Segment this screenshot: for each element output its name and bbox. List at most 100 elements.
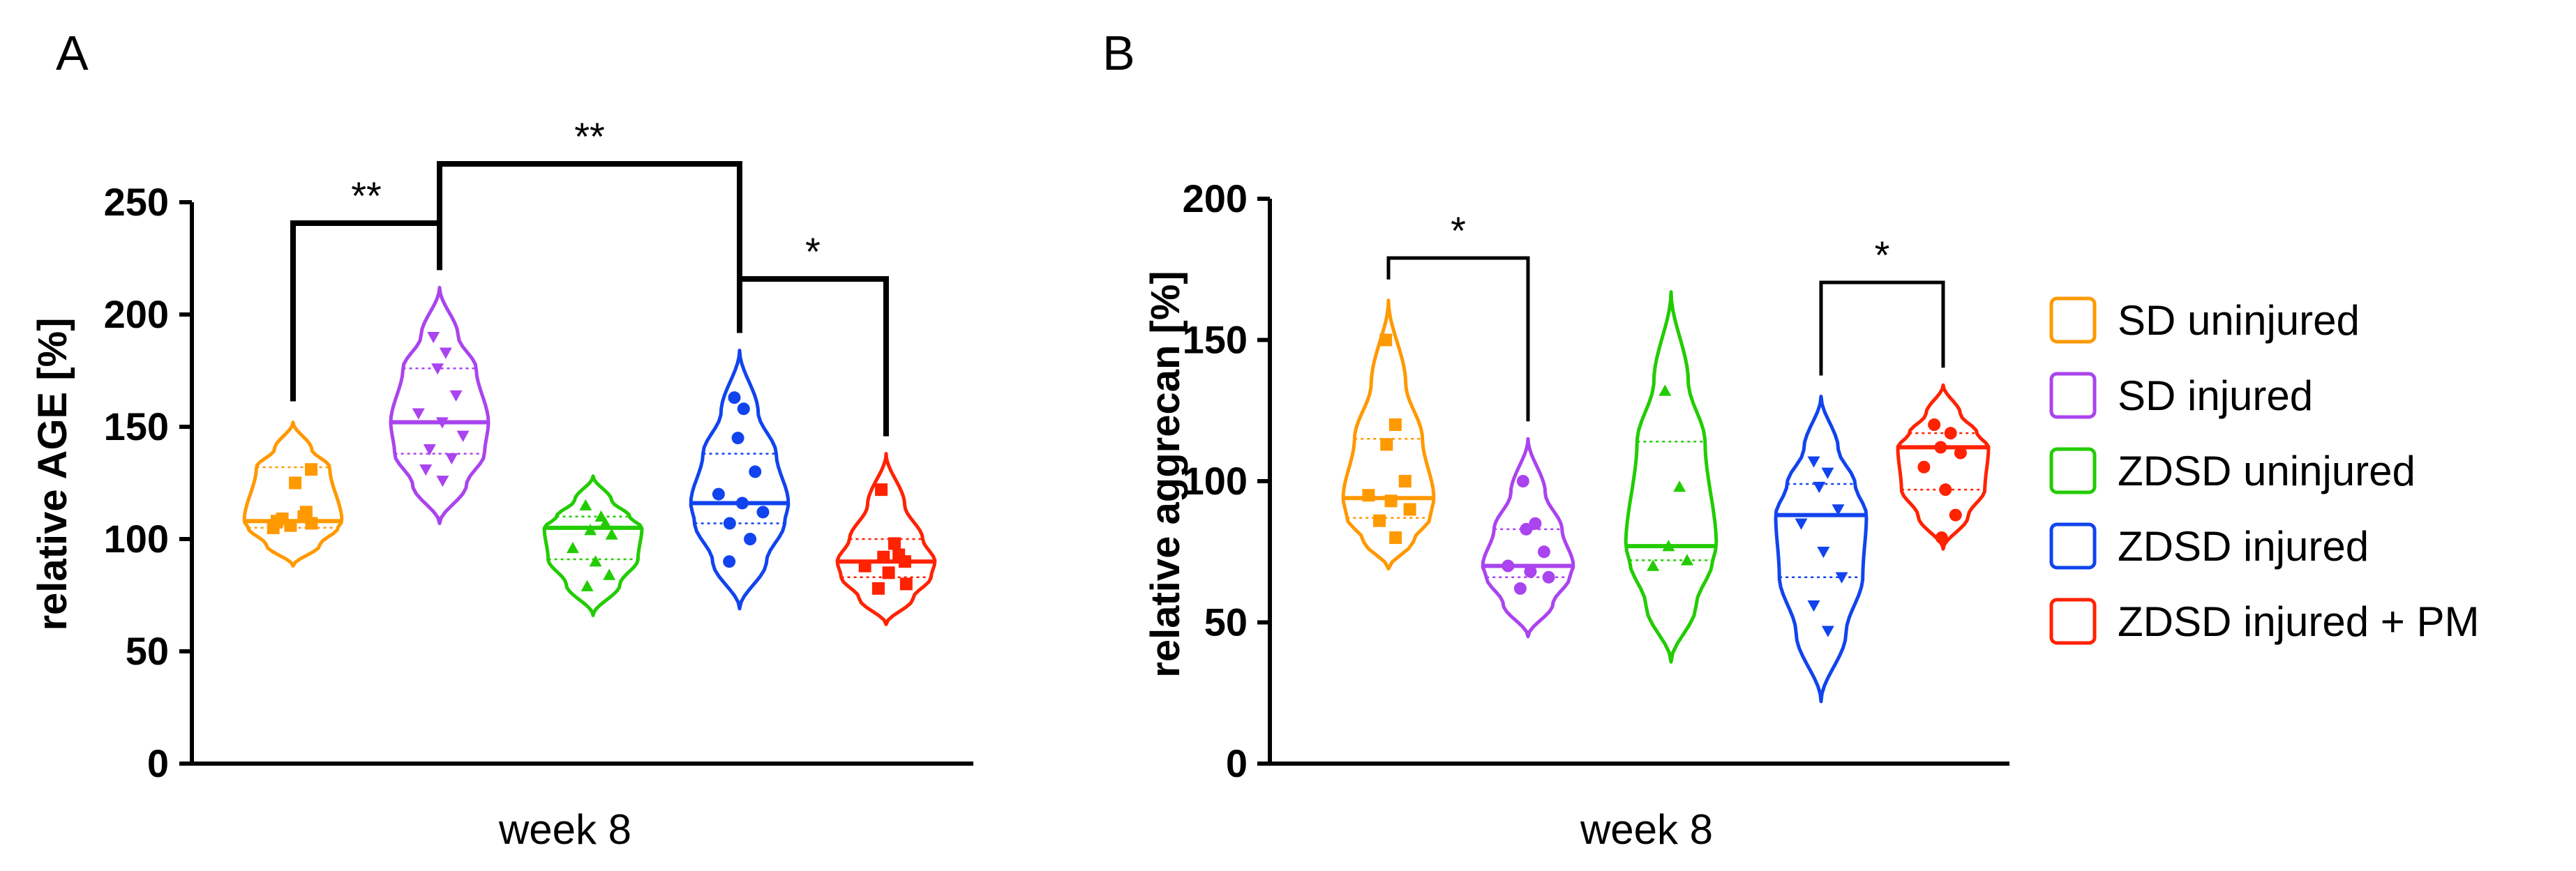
data-point bbox=[899, 577, 913, 591]
data-point bbox=[877, 550, 890, 563]
data-point bbox=[449, 390, 463, 402]
panel-b: B 0 50 100 150 200 * * relative aggrecan [%] w… bbox=[1102, 26, 2009, 853]
data-point bbox=[603, 568, 616, 580]
legend-item: ZDSD injured + PM bbox=[2049, 598, 2480, 645]
y-tick-label: 200 bbox=[104, 292, 169, 336]
data-point bbox=[589, 555, 602, 567]
data-point bbox=[892, 548, 906, 561]
data-point bbox=[1939, 483, 1952, 497]
bracket-line bbox=[290, 220, 442, 402]
data-point bbox=[875, 483, 888, 497]
data-point bbox=[858, 559, 871, 573]
panel-b-letter: B bbox=[1102, 26, 1135, 80]
panel-b-xlabel: week 8 bbox=[1580, 806, 1713, 853]
violin-outline bbox=[1341, 298, 1436, 571]
y-tick-label: 150 bbox=[104, 404, 169, 448]
violin-outline bbox=[1774, 395, 1869, 704]
panel-a-ylabel: relative AGE [%] bbox=[30, 317, 75, 630]
legend-item: SD uninjured bbox=[2049, 296, 2360, 344]
data-point bbox=[1662, 540, 1675, 552]
legend-label: SD injured bbox=[2118, 372, 2313, 419]
data-point bbox=[1516, 475, 1529, 487]
data-point bbox=[737, 402, 750, 416]
data-point bbox=[723, 555, 736, 568]
data-point bbox=[1928, 418, 1941, 431]
significance-bracket: ** bbox=[290, 174, 442, 402]
bracket-line bbox=[437, 161, 742, 333]
data-point bbox=[435, 417, 449, 429]
violin-outline bbox=[1481, 437, 1575, 639]
data-point bbox=[871, 582, 885, 595]
violin-outline bbox=[242, 421, 344, 568]
bracket-line bbox=[1819, 280, 1945, 376]
legend-label: ZDSD injured + PM bbox=[2118, 598, 2480, 645]
data-point bbox=[1821, 467, 1834, 479]
data-point bbox=[427, 332, 440, 344]
data-point bbox=[1821, 626, 1834, 637]
violin-zdsd-uninjured bbox=[1624, 290, 1718, 664]
data-point bbox=[1673, 480, 1686, 492]
data-point bbox=[445, 453, 458, 465]
significance-label: ** bbox=[574, 114, 605, 158]
legend-item: SD injured bbox=[2049, 372, 2313, 419]
data-point bbox=[1658, 384, 1672, 396]
data-point bbox=[1934, 441, 1947, 454]
data-point bbox=[431, 363, 444, 375]
data-point bbox=[1537, 545, 1550, 559]
data-point bbox=[1817, 547, 1830, 559]
data-point bbox=[579, 499, 592, 510]
significance-bracket: * bbox=[1386, 209, 1530, 422]
data-point bbox=[1949, 508, 1962, 522]
data-point bbox=[456, 430, 470, 442]
data-point bbox=[289, 476, 302, 490]
violin-zdsd-injured-pm bbox=[835, 452, 937, 626]
y-tick-label: 250 bbox=[104, 180, 169, 224]
data-point bbox=[723, 517, 736, 530]
violin-outline bbox=[542, 474, 644, 617]
violin-sd-uninjured bbox=[1341, 298, 1436, 571]
legend-item: ZDSD uninjured bbox=[2049, 447, 2416, 494]
data-point bbox=[1388, 418, 1402, 431]
data-point bbox=[566, 541, 579, 554]
data-point bbox=[1935, 531, 1948, 544]
data-point bbox=[412, 408, 425, 420]
violin-sd-injured bbox=[389, 285, 491, 525]
data-point bbox=[1795, 518, 1808, 530]
data-point bbox=[1542, 570, 1555, 584]
data-point bbox=[1379, 333, 1393, 347]
panel-b-plot-area: 0 50 100 150 200 * * bbox=[1183, 176, 2009, 785]
legend-swatch bbox=[2049, 447, 2097, 494]
violin-zdsd-injured bbox=[689, 349, 791, 611]
y-tick-label: 150 bbox=[1183, 318, 1248, 362]
violin-zdsd-injured-pm bbox=[1896, 383, 1991, 551]
panel-a-xlabel: week 8 bbox=[498, 806, 631, 853]
legend-swatch bbox=[2049, 598, 2097, 645]
data-point bbox=[728, 391, 741, 404]
data-point bbox=[749, 465, 762, 478]
significance-label: * bbox=[1875, 233, 1890, 277]
data-point bbox=[581, 580, 594, 591]
y-tick-label: 0 bbox=[1226, 741, 1248, 785]
data-point bbox=[1398, 475, 1411, 487]
data-point bbox=[1807, 456, 1820, 468]
legend-label: SD uninjured bbox=[2118, 297, 2360, 344]
data-point bbox=[1513, 582, 1527, 595]
data-point bbox=[1524, 565, 1537, 578]
violin-sd-injured bbox=[1481, 437, 1575, 639]
data-point bbox=[1917, 460, 1931, 474]
panel-b-ylabel: relative aggrecan [%] bbox=[1143, 271, 1188, 677]
significance-bracket: * bbox=[1819, 233, 1945, 376]
data-point bbox=[1832, 504, 1845, 516]
data-point bbox=[1529, 517, 1542, 530]
legend-swatch bbox=[2049, 522, 2097, 570]
violin-zdsd-injured bbox=[1774, 395, 1869, 704]
bracket-line bbox=[737, 276, 889, 437]
legend: SD uninjured SD injured ZDSD uninjured ZDSD… bbox=[2049, 296, 2480, 645]
y-tick-label: 50 bbox=[1204, 600, 1248, 644]
data-point bbox=[731, 432, 744, 445]
significance-label: ** bbox=[351, 174, 382, 218]
data-point bbox=[744, 533, 757, 545]
significance-label: * bbox=[1451, 209, 1466, 252]
data-point bbox=[1389, 531, 1402, 544]
violin-sd-uninjured bbox=[242, 421, 344, 568]
